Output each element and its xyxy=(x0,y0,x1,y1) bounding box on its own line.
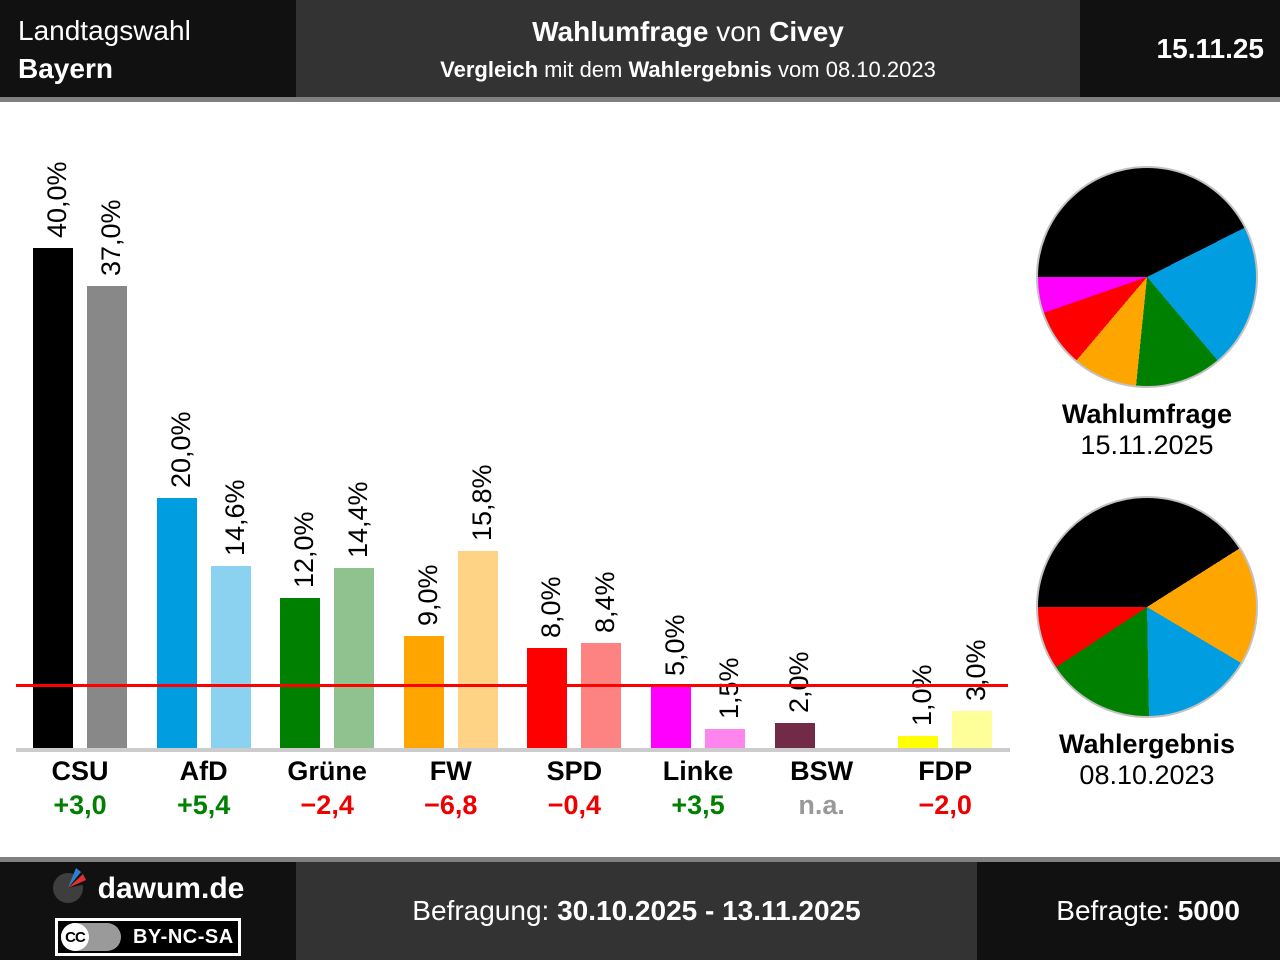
pie-subtitle: 15.11.2025 xyxy=(1080,430,1214,460)
party-name-label: Linke xyxy=(662,756,734,786)
header-section-center: Wahlumfrage von Civey Vergleich mit dem … xyxy=(296,0,1080,97)
party-name-label: SPD xyxy=(546,756,603,786)
party-name-label: AfD xyxy=(179,756,228,786)
bar-linke-poll xyxy=(651,685,691,748)
poll-date: 15.11.25 xyxy=(1156,32,1264,64)
bar-fw-result xyxy=(457,550,498,748)
axis-line xyxy=(16,748,1010,752)
bar-fdp-result xyxy=(952,710,993,748)
survey-label: Befragung: xyxy=(412,895,558,926)
license-label: BY-NC-SA xyxy=(133,925,234,948)
bar-value-label: 2,0% xyxy=(783,651,814,713)
poll-subtitle-mid1: mit dem xyxy=(538,57,629,82)
bar-spd-poll xyxy=(527,648,568,748)
header-section-right: 15.11.25 xyxy=(1080,0,1280,97)
party-name-label: CSU xyxy=(51,756,109,786)
bar-afd-result xyxy=(210,565,251,748)
footer-section-center: Befragung: 30.10.2025 - 13.11.2025 xyxy=(296,862,977,960)
pie-wahlumfrage: Wahlumfrage 15.11.2025 xyxy=(1020,166,1274,461)
poll-institute: Civey xyxy=(769,16,844,47)
bar-value-label: 12,0% xyxy=(289,511,320,588)
cc-icon: CC xyxy=(61,923,121,951)
pie-chart-wahlumfrage xyxy=(1036,166,1258,388)
bar-fw-poll xyxy=(403,635,444,748)
party-name-label: FDP xyxy=(918,756,973,786)
footer: dawum.de CC BY-NC-SA Befragung: 30.10.20… xyxy=(0,862,1280,960)
party-diff-label: +3,0 xyxy=(53,790,107,820)
party-diff-label: +3,5 xyxy=(671,790,725,820)
chart-area: 40,0% 37,0% CSU +3,0 20,0% 14,6% AfD +5,4 12,0% 1… xyxy=(0,102,1280,857)
bar-grüne-poll xyxy=(280,598,321,748)
cc-license-badge: CC BY-NC-SA xyxy=(55,918,241,956)
poll-subtitle-bold1: Vergleich xyxy=(440,57,539,82)
header-section-left: Landtagswahl Bayern xyxy=(0,0,296,97)
pie-subtitle: 08.10.2023 xyxy=(1079,760,1215,790)
header: Landtagswahl Bayern Wahlumfrage von Cive… xyxy=(0,0,1280,97)
party-diff-label: −2,4 xyxy=(300,790,354,820)
cc-circle: CC xyxy=(61,923,89,951)
footer-section-left: dawum.de CC BY-NC-SA xyxy=(0,862,296,960)
survey-period: 30.10.2025 - 13.11.2025 xyxy=(557,895,861,926)
poll-subtitle-mid2: vom 08.10.2023 xyxy=(771,57,936,82)
party-diff-label: −2,0 xyxy=(918,790,972,820)
pie-wahlergebnis: Wahlergebnis 08.10.2023 xyxy=(1020,496,1274,791)
poll-title-mid: von xyxy=(708,16,770,47)
bar-value-label: 3,0% xyxy=(961,638,992,701)
footer-section-right: Befragte: 5000 xyxy=(977,862,1280,960)
bar-value-label: 20,0% xyxy=(165,411,196,488)
bar-grüne-result xyxy=(334,568,375,748)
bar-bsw-poll xyxy=(774,723,815,748)
bar-linke-result xyxy=(705,729,745,748)
bar-value-label: 1,0% xyxy=(907,663,938,726)
party-diff-label: −0,4 xyxy=(547,790,602,820)
party-name-label: FW xyxy=(429,756,472,786)
bar-afd-poll xyxy=(156,498,197,748)
party-diff-label: +5,4 xyxy=(176,790,231,820)
party-name-label: Grüne xyxy=(287,756,367,786)
threshold-line xyxy=(16,683,1008,687)
bar-value-label: 8,0% xyxy=(536,576,567,638)
bar-value-label: 14,4% xyxy=(343,481,374,558)
respondents-value: 5000 xyxy=(1177,895,1240,926)
poll-subtitle-bold2: Wahlergebnis xyxy=(628,57,772,82)
dawum-logo-icon xyxy=(52,866,90,912)
bar-value-label: 9,0% xyxy=(412,563,443,626)
party-diff-label: −6,8 xyxy=(424,790,478,820)
pie-title: Wahlumfrage xyxy=(1061,399,1232,429)
bar-value-label: 5,0% xyxy=(660,613,690,676)
respondents-label: Befragte: xyxy=(1056,895,1178,926)
poll-title: Wahlumfrage von Civey xyxy=(296,16,1080,48)
election-type-label: Landtagswahl xyxy=(18,15,191,46)
pie-title: Wahlergebnis xyxy=(1058,729,1236,759)
bar-value-label: 15,8% xyxy=(466,463,497,541)
bar-csu-result xyxy=(87,285,127,748)
poll-subtitle: Vergleich mit dem Wahlergebnis vom 08.10… xyxy=(296,57,1080,83)
bar-fdp-poll xyxy=(898,735,939,748)
bar-value-label: 40,0% xyxy=(42,161,72,238)
brand-row: dawum.de xyxy=(52,866,245,912)
bar-value-label: 37,0% xyxy=(96,198,126,276)
separator-bottom xyxy=(0,857,1280,862)
bar-value-label: 1,5% xyxy=(714,657,744,720)
pie-chart-wahlergebnis xyxy=(1036,496,1258,718)
bar-spd-result xyxy=(581,643,622,748)
party-name-label: BSW xyxy=(790,756,854,786)
bar-csu-poll xyxy=(33,248,73,748)
poll-title-bold: Wahlumfrage xyxy=(532,16,709,47)
region-label: Bayern xyxy=(18,53,113,84)
bar-value-label: 8,4% xyxy=(590,571,621,633)
party-diff-label: n.a. xyxy=(798,790,845,820)
separator-top xyxy=(0,97,1280,102)
brand-name: dawum.de xyxy=(97,872,245,905)
bar-value-label: 14,6% xyxy=(219,478,250,556)
